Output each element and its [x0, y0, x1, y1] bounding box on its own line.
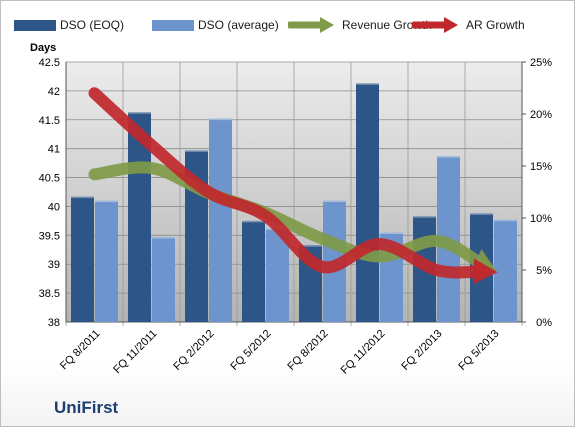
- y2-tick-label: 25%: [530, 57, 552, 69]
- bar-highlight-dso-average: [380, 232, 403, 234]
- bar-dso-average: [494, 219, 517, 322]
- bar-highlight-dso-average: [95, 200, 118, 203]
- x-tick-label: FQ 2/2012: [171, 328, 216, 373]
- legend-item-ar-growth: AR Growth: [412, 14, 525, 36]
- bar-highlight-dso-eoq: [128, 112, 151, 114]
- x-tick-label: FQ 2/2013: [399, 328, 444, 373]
- y2-tick-label: 20%: [530, 109, 552, 121]
- bar-dso-average: [209, 118, 232, 322]
- bar-highlight-dso-average: [437, 156, 460, 158]
- y2-tick-label: 10%: [530, 213, 552, 225]
- legend-label-revenue-growth: Revenue Growth: [342, 18, 433, 32]
- y-tick-label: 42.5: [39, 57, 60, 69]
- line-ar-growth: [88, 87, 486, 279]
- y2-tick-label: 15%: [530, 161, 552, 173]
- bar-dso-average: [266, 228, 289, 322]
- bar-highlight-dso-average: [494, 219, 517, 222]
- y-tick-label: 41.5: [39, 115, 60, 127]
- bar-highlight-dso-eoq: [185, 150, 208, 152]
- y-tick-label: 38.5: [39, 288, 60, 300]
- bar-highlight-dso-eoq: [242, 220, 265, 223]
- bar-highlight-dso-eoq: [470, 213, 493, 215]
- x-tick-label: FQ 5/2012: [228, 328, 273, 373]
- legend-item-revenue-growth: Revenue Growth: [288, 14, 432, 36]
- bar-dso-eoq: [356, 83, 379, 322]
- y-tick-label: 39.5: [39, 230, 60, 242]
- legend-label-dso-average: DSO (average): [198, 18, 279, 32]
- legend-arrow-revenue-growth-icon: [288, 17, 334, 33]
- y-tick-label: 41: [48, 144, 60, 156]
- arrowhead-ar-growth: [473, 258, 498, 285]
- legend-swatch-dso-average: [152, 19, 194, 31]
- legend-arrow-ar-growth-icon: [412, 17, 458, 33]
- legend-item-dso-average: DSO (average): [152, 14, 279, 36]
- line-revenue-growth: [88, 161, 488, 270]
- legend-label-ar-growth: AR Growth: [466, 18, 525, 32]
- x-tick-label: FQ 8/2011: [58, 328, 103, 373]
- bar-highlight-dso-average: [152, 237, 175, 239]
- y2-tick-label: 5%: [536, 265, 552, 277]
- y-axis-label: Days: [30, 42, 57, 54]
- bar-dso-eoq: [71, 196, 94, 322]
- bar-highlight-dso-average: [209, 118, 232, 121]
- x-tick-label: FQ 8/2012: [285, 328, 330, 373]
- legend-swatch-dso-eoq: [14, 19, 56, 31]
- bar-highlight-dso-eoq: [299, 245, 322, 247]
- x-tick-label: FQ 5/2013: [456, 328, 501, 373]
- legend: DSO (EOQ) DSO (average) Revenue Growth A…: [0, 14, 575, 36]
- y-tick-label: 38: [48, 317, 60, 329]
- bar-highlight-dso-eoq: [71, 196, 94, 199]
- bar-dso-average: [95, 200, 118, 322]
- x-tick-label: FQ 11/2012: [339, 328, 388, 377]
- bar-highlight-dso-average: [323, 200, 346, 203]
- y-tick-label: 39: [48, 259, 60, 271]
- company-name: UniFirst: [54, 398, 119, 417]
- y2-tick-label: 0%: [536, 317, 552, 329]
- x-tick-label: FQ 11/2011: [111, 328, 159, 376]
- y-tick-label: 42: [48, 86, 60, 98]
- y-tick-label: 40.5: [39, 173, 60, 185]
- bar-dso-eoq: [242, 220, 265, 322]
- bar-highlight-dso-eoq: [413, 216, 436, 218]
- y-tick-label: 40: [48, 201, 60, 213]
- legend-item-dso-eoq: DSO (EOQ): [14, 14, 124, 36]
- bar-highlight-dso-eoq: [356, 83, 379, 85]
- legend-label-dso-eoq: DSO (EOQ): [60, 18, 125, 32]
- bar-dso-average: [152, 237, 175, 322]
